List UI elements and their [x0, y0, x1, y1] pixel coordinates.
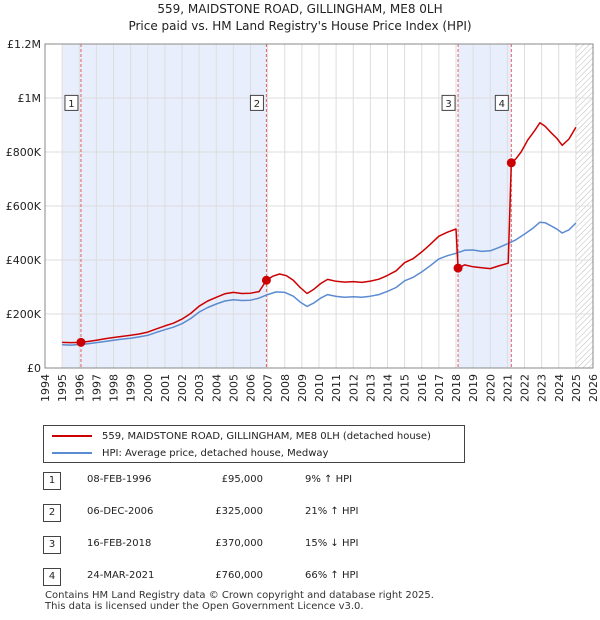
- transaction-number: 4: [43, 568, 61, 586]
- x-tick-label: 2002: [176, 374, 189, 402]
- transaction-price: £760,000: [215, 570, 263, 581]
- sale-point: [506, 158, 516, 168]
- sale-point: [261, 275, 271, 285]
- transaction-row: 1 08-FEB-1996 £95,000 9% ↑ HPI: [43, 472, 463, 490]
- transaction-price: £325,000: [215, 506, 263, 517]
- legend-item-property: 559, MAIDSTONE ROAD, GILLINGHAM, ME8 0LH…: [52, 428, 431, 444]
- transaction-hpi: 21% ↑ HPI: [305, 506, 359, 517]
- x-tick-label: 2015: [399, 374, 412, 402]
- x-tick-label: 2024: [553, 374, 566, 402]
- transaction-row: 2 06-DEC-2006 £325,000 21% ↑ HPI: [43, 504, 463, 522]
- sale-label-box: [441, 94, 456, 111]
- x-tick-label: 2022: [519, 374, 532, 402]
- x-tick-label: 2007: [262, 374, 275, 402]
- x-tick-label: 2010: [313, 374, 326, 402]
- footer-licence: This data is licensed under the Open Gov…: [45, 601, 364, 612]
- property-price-line: [62, 122, 577, 344]
- x-tick-label: 2008: [279, 374, 292, 402]
- y-tick-label: £1.2M: [7, 38, 41, 51]
- sale-label-box: [249, 94, 264, 111]
- x-tick-label: 2009: [296, 374, 309, 402]
- transaction-hpi: 9% ↑ HPI: [305, 474, 353, 485]
- x-tick-label: 2000: [142, 374, 155, 402]
- x-tick-label: 2017: [433, 374, 446, 402]
- y-tick-label: £400K: [6, 254, 42, 267]
- x-tick-label: 2011: [330, 374, 343, 402]
- x-tick-label: 1996: [73, 374, 86, 402]
- x-tick-label: 2004: [210, 374, 223, 402]
- x-tick-label: 1995: [56, 374, 69, 402]
- x-tick-label: 1997: [90, 374, 103, 402]
- chart-title: 559, MAIDSTONE ROAD, GILLINGHAM, ME8 0LH: [157, 2, 442, 16]
- x-tick-label: 1998: [108, 374, 121, 402]
- transaction-number: 3: [43, 536, 61, 554]
- y-tick-label: £200K: [6, 308, 42, 321]
- sale-label-box: [64, 94, 79, 111]
- sale-label-number: 4: [499, 99, 505, 110]
- sale-label-number: 2: [254, 99, 260, 110]
- footer: Contains HM Land Registry data © Crown c…: [45, 590, 434, 612]
- x-tick-label: 2006: [245, 374, 258, 402]
- x-tick-label: 2023: [536, 374, 549, 402]
- transaction-hpi: 66% ↑ HPI: [305, 570, 359, 581]
- x-tick-label: 2016: [416, 374, 429, 402]
- transaction-date: 24-MAR-2021: [87, 570, 155, 581]
- legend: 559, MAIDSTONE ROAD, GILLINGHAM, ME8 0LH…: [43, 425, 465, 463]
- hpi-line: [62, 221, 577, 346]
- legend-label-property: 559, MAIDSTONE ROAD, GILLINGHAM, ME8 0LH…: [102, 430, 431, 442]
- x-tick-label: 2021: [501, 374, 514, 402]
- transaction-date: 06-DEC-2006: [87, 506, 154, 517]
- sale-point: [453, 263, 463, 273]
- legend-swatch-hpi: [52, 452, 92, 454]
- x-tick-label: 2003: [193, 374, 206, 402]
- x-tick-label: 2020: [484, 374, 497, 402]
- x-tick-label: 2018: [450, 374, 463, 402]
- x-tick-label: 2019: [467, 374, 480, 402]
- x-tick-label: 2025: [570, 374, 583, 402]
- sale-label-box: [494, 94, 509, 111]
- x-tick-label: 2001: [159, 374, 172, 402]
- sale-label-number: 1: [68, 99, 74, 110]
- transaction-number: 1: [43, 472, 61, 490]
- transaction-date: 08-FEB-1996: [87, 474, 152, 485]
- x-tick-label: 2026: [587, 374, 600, 402]
- x-tick-label: 2012: [347, 374, 360, 402]
- transaction-number: 2: [43, 504, 61, 522]
- transaction-row: 3 16-FEB-2018 £370,000 15% ↓ HPI: [43, 536, 463, 554]
- x-tick-label: 2005: [227, 374, 240, 402]
- legend-swatch-property: [52, 435, 92, 437]
- price-chart: 559, MAIDSTONE ROAD, GILLINGHAM, ME8 0LH…: [6, 2, 600, 402]
- x-tick-label: 2013: [364, 374, 377, 402]
- x-tick-label: 1994: [39, 374, 52, 402]
- transaction-row: 4 24-MAR-2021 £760,000 66% ↑ HPI: [43, 568, 463, 586]
- chart-subtitle: Price paid vs. HM Land Registry's House …: [128, 19, 471, 33]
- transaction-price: £95,000: [221, 474, 263, 485]
- sale-label-number: 3: [445, 99, 451, 110]
- footer-copyright: Contains HM Land Registry data © Crown c…: [45, 590, 434, 601]
- x-tick-label: 1999: [125, 374, 138, 402]
- x-tick-label: 2014: [382, 374, 395, 402]
- transaction-price: £370,000: [215, 538, 263, 549]
- sale-point: [76, 337, 86, 347]
- y-tick-label: £0: [27, 362, 41, 375]
- transaction-date: 16-FEB-2018: [87, 538, 152, 549]
- transaction-hpi: 15% ↓ HPI: [305, 538, 359, 549]
- plot-frame: [44, 43, 594, 369]
- y-tick-label: £600K: [6, 200, 42, 213]
- legend-item-hpi: HPI: Average price, detached house, Medw…: [52, 445, 328, 461]
- y-tick-label: £800K: [6, 146, 42, 159]
- legend-label-hpi: HPI: Average price, detached house, Medw…: [102, 447, 329, 459]
- y-tick-label: £1M: [18, 92, 42, 105]
